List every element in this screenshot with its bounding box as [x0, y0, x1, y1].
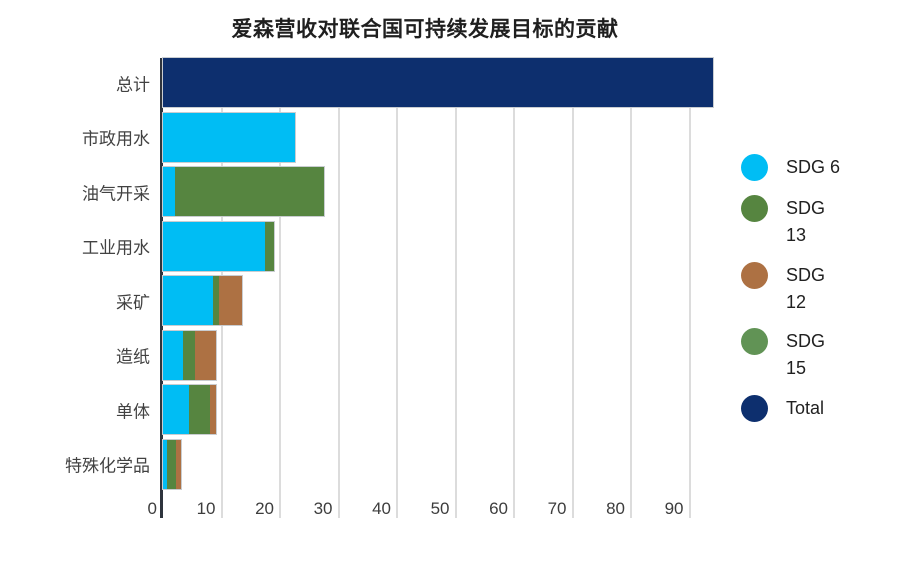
y-axis-line	[160, 58, 163, 518]
y-label-5: 造纸	[116, 347, 150, 367]
bar-segment-sdg-12[interactable]	[218, 276, 242, 325]
bar-stack-3	[163, 221, 275, 271]
legend-label: SDG 12	[786, 265, 826, 312]
gridline-x-60	[513, 58, 515, 518]
bar-segment-sdg-13[interactable]	[174, 167, 324, 216]
bar-stack-1	[163, 112, 295, 162]
gridline-x-70	[571, 58, 574, 518]
bar-segment-sdg-13[interactable]	[265, 221, 275, 271]
gridline-x-40	[396, 58, 398, 518]
gridline-x-90	[688, 58, 691, 518]
legend-swatch-icon	[741, 262, 768, 289]
bar-segment-sdg-6[interactable]	[163, 221, 266, 271]
legend-label: SDG 6	[786, 157, 841, 177]
x-tick-label-20: 20	[255, 499, 274, 518]
y-label-2: 油气开采	[82, 184, 150, 203]
gridline-x-20	[279, 58, 281, 518]
gridline-x-30	[337, 58, 340, 518]
bar-segment-sdg-6[interactable]	[163, 112, 295, 162]
bar-segment-sdg-12[interactable]	[195, 330, 216, 380]
bar-segment-sdg-6[interactable]	[163, 439, 168, 489]
bar-stack-6	[163, 385, 216, 434]
y-label-1: 市政用水	[82, 129, 150, 149]
bar-segment-sdg-6[interactable]	[163, 330, 184, 380]
gridline-x-80	[630, 58, 632, 518]
legend: SDG 6 SDG 13 SDG 12 SDG 15 Total	[741, 0, 901, 575]
y-label-3: 工业用水	[82, 238, 150, 258]
bar-stack-2	[163, 167, 324, 216]
plot-area: 0 10 20 30 40 50 60 70 80 90	[148, 58, 723, 518]
bar-segment-total[interactable]	[163, 58, 713, 107]
bar-stack-0	[163, 58, 713, 107]
x-tick-label-30: 30	[313, 499, 333, 518]
legend-item-sdg-15[interactable]: SDG 15	[741, 328, 825, 382]
bar-row-1	[163, 112, 295, 162]
legend-swatch-icon	[741, 154, 768, 181]
bar-row-6	[163, 385, 216, 434]
legend-item-sdg-6[interactable]: SDG 6	[741, 154, 840, 181]
bar-stack-4	[163, 276, 242, 325]
x-tick-label-70: 70	[547, 499, 567, 518]
bar-segment-sdg-6[interactable]	[163, 167, 175, 216]
x-tick-label-80: 80	[606, 499, 625, 518]
legend-item-sdg-13[interactable]: SDG 13	[741, 195, 825, 249]
legend-item-total[interactable]: Total	[741, 395, 824, 422]
y-axis-labels: 总计市政用水油气开采工业用水采矿造纸单体特殊化学品	[0, 58, 150, 518]
bar-segment-sdg-6[interactable]	[163, 276, 213, 325]
bar-row-7	[163, 439, 181, 489]
x-tick-label-0: 0	[147, 499, 157, 518]
bar-row-5	[163, 330, 216, 380]
legend-swatch-icon	[741, 195, 768, 222]
legend-item-sdg-12[interactable]: SDG 12	[741, 262, 825, 316]
bar-row-2	[163, 167, 324, 216]
legend-label: SDG 13	[786, 198, 826, 245]
bar-segment-sdg-13[interactable]	[212, 276, 219, 325]
bar-segment-sdg-12[interactable]	[176, 439, 181, 489]
legend-swatch-icon	[741, 328, 768, 355]
x-tick-label-90: 90	[664, 499, 684, 518]
bar-segment-sdg-6[interactable]	[163, 385, 190, 434]
bar-row-4	[163, 276, 242, 325]
y-label-7: 特殊化学品	[65, 456, 150, 476]
chart-title: 爱森营收对联合国可持续发展目标的贡献	[231, 18, 619, 41]
bar-segment-sdg-13[interactable]	[183, 330, 196, 380]
y-label-6: 单体	[116, 402, 150, 421]
gridline-x-50	[454, 58, 457, 518]
bar-stack-7	[163, 439, 181, 489]
x-tick-label-60: 60	[489, 499, 508, 518]
bar-row-3	[163, 221, 275, 271]
bar-row-0	[163, 58, 713, 107]
bar-segment-sdg-13[interactable]	[167, 439, 177, 489]
y-label-4: 采矿	[116, 293, 150, 312]
legend-label: Total	[786, 398, 825, 418]
bar-stack-5	[163, 330, 216, 380]
bar-segment-sdg-12[interactable]	[209, 385, 216, 434]
x-tick-label-40: 40	[372, 499, 391, 518]
x-tick-label-10: 10	[196, 499, 216, 518]
y-label-0: 总计	[116, 75, 150, 94]
bar-segment-sdg-13[interactable]	[189, 385, 210, 434]
legend-swatch-icon	[741, 395, 768, 422]
x-tick-label-50: 50	[430, 499, 450, 518]
legend-label: SDG 15	[786, 331, 826, 378]
